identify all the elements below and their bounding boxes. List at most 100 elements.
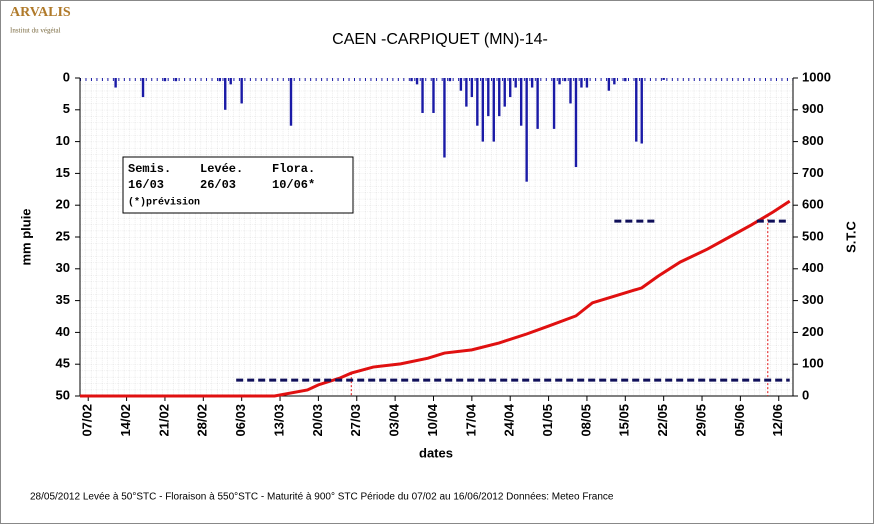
y2-tick-label: 200 xyxy=(802,324,824,339)
x-tick-label: 28/02 xyxy=(195,404,210,437)
rain-bar xyxy=(640,78,643,144)
rain-bar xyxy=(443,78,446,158)
stage-box xyxy=(122,156,354,214)
y-axis-label: mm pluie xyxy=(18,208,33,265)
y-tick-label: 40 xyxy=(56,324,70,339)
y2-tick-label: 100 xyxy=(802,356,824,371)
x-tick-label: 17/04 xyxy=(463,403,478,436)
rain-bar xyxy=(487,78,490,117)
rain-bar xyxy=(519,78,523,126)
x-tick-label: 06/03 xyxy=(233,404,248,437)
footer: 28/05/2012 Levée à 50°STC - Floraison à … xyxy=(30,492,614,503)
x-tick-label: 13/03 xyxy=(271,404,286,437)
y-tick-label: 5 xyxy=(63,101,70,116)
y2-tick-label: 300 xyxy=(802,292,824,307)
x-tick-label: 01/05 xyxy=(540,404,555,437)
y-tick-label: 50 xyxy=(56,387,70,402)
y2-tick-label: 1000 xyxy=(802,69,831,84)
x-axis-label: dates xyxy=(419,445,453,460)
rain-bar xyxy=(229,78,232,85)
rain-bar xyxy=(574,78,578,168)
rain-bar xyxy=(459,78,463,91)
rain-bar xyxy=(558,78,561,85)
y-tick-label: 15 xyxy=(56,165,70,180)
x-tick-label: 22/05 xyxy=(655,404,670,437)
x-tick-label: 03/04 xyxy=(387,403,402,436)
rain-bar xyxy=(224,78,227,110)
rain-bar xyxy=(635,78,638,142)
rain-bar xyxy=(536,78,539,129)
x-tick-label: 27/03 xyxy=(348,404,363,437)
x-tick-label: 12/06 xyxy=(770,404,785,437)
rain-bar xyxy=(415,78,419,85)
y2-tick-label: 700 xyxy=(802,165,824,180)
y-tick-label: 20 xyxy=(56,197,70,212)
plot-background xyxy=(80,78,793,396)
stage-date: 26/03 xyxy=(200,178,236,192)
stage-header: Semis. xyxy=(128,162,171,176)
rain-bar xyxy=(410,78,413,82)
rain-bar xyxy=(563,78,567,82)
rain-bar xyxy=(662,78,665,80)
rain-bar xyxy=(503,78,506,107)
rain-bar xyxy=(465,78,468,107)
y-tick-label: 30 xyxy=(56,260,70,275)
y2-tick-label: 900 xyxy=(802,101,824,116)
x-tick-label: 07/02 xyxy=(80,404,95,437)
rain-bar xyxy=(174,78,178,82)
stage-note: (*)prévision xyxy=(128,197,200,209)
rain-bar xyxy=(498,78,501,117)
y2-tick-label: 0 xyxy=(802,387,809,402)
logo-tagline: Institut du végétal xyxy=(10,27,61,35)
rain-bar xyxy=(289,78,293,126)
y2-axis-label: S.T.C xyxy=(843,221,858,253)
rain-bar xyxy=(163,78,167,82)
y-tick-label: 10 xyxy=(56,133,70,148)
y-tick-label: 25 xyxy=(56,228,70,243)
rain-bar xyxy=(514,78,517,88)
rain-bar xyxy=(421,78,424,113)
rain-bar xyxy=(432,78,435,113)
y-tick-label: 0 xyxy=(63,69,70,84)
x-tick-label: 10/04 xyxy=(425,403,440,436)
x-tick-label: 14/02 xyxy=(118,404,133,437)
y-tick-label: 45 xyxy=(56,356,70,371)
rain-bar xyxy=(240,78,243,104)
y2-tick-label: 400 xyxy=(802,260,824,275)
stage-date: 10/06* xyxy=(272,178,315,192)
rain-bar xyxy=(509,78,512,98)
y2-tick-label: 600 xyxy=(802,197,824,212)
rain-bar xyxy=(525,78,528,182)
y2-tick-label: 500 xyxy=(802,228,824,243)
rain-bar xyxy=(448,78,452,82)
rain-bar xyxy=(492,78,495,142)
rain-bar xyxy=(141,78,145,98)
rain-bar xyxy=(580,78,583,88)
x-tick-label: 21/02 xyxy=(156,404,171,437)
rain-bar xyxy=(114,78,117,88)
x-tick-label: 15/05 xyxy=(617,404,632,437)
logo: ARVALIS xyxy=(10,5,71,20)
rain-bar xyxy=(470,78,474,98)
rain-bar xyxy=(613,78,616,85)
stc-line xyxy=(80,199,791,398)
y2-tick-label: 800 xyxy=(802,133,824,148)
chart-title: CAEN -CARPIQUET (MN)-14- xyxy=(332,31,548,48)
x-tick-label: 29/05 xyxy=(693,404,708,437)
x-tick-label: 24/04 xyxy=(502,403,517,436)
rain-bar xyxy=(481,78,485,142)
y-tick-label: 35 xyxy=(56,292,70,307)
x-tick-label: 05/06 xyxy=(732,404,747,437)
rain-bar xyxy=(218,78,221,82)
stage-header: Levée. xyxy=(200,162,243,176)
rain-bar xyxy=(530,78,534,88)
stage-date: 16/03 xyxy=(128,178,164,192)
rain-bar xyxy=(569,78,572,104)
rain-bar xyxy=(607,78,611,91)
x-tick-label: 08/05 xyxy=(578,404,593,437)
rain-bar xyxy=(476,78,479,126)
stage-header: Flora. xyxy=(272,162,315,176)
rain-bar xyxy=(624,78,627,82)
rain-bar xyxy=(552,78,556,129)
